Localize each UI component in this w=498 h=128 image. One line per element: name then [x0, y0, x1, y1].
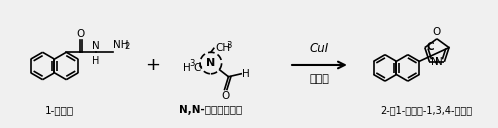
- Text: CuI: CuI: [310, 42, 329, 55]
- Text: H: H: [92, 56, 99, 66]
- Text: H: H: [183, 63, 191, 73]
- Text: CH: CH: [216, 43, 231, 53]
- Text: H: H: [242, 69, 250, 79]
- Text: C: C: [193, 63, 201, 73]
- Text: N: N: [435, 57, 442, 67]
- Text: 氧化剂: 氧化剂: [309, 74, 329, 84]
- Text: O: O: [77, 29, 85, 39]
- Text: N: N: [431, 57, 439, 67]
- Text: NH: NH: [113, 40, 129, 50]
- Text: C: C: [427, 42, 434, 52]
- Text: 2-（1-萘基）-1,3,4-噁二唑: 2-（1-萘基）-1,3,4-噁二唑: [380, 105, 472, 115]
- Text: N,N-二甲基甲酰胺: N,N-二甲基甲酰胺: [179, 105, 243, 115]
- Text: +: +: [144, 56, 160, 74]
- Text: N: N: [92, 41, 100, 51]
- Text: 3: 3: [227, 41, 232, 50]
- Text: 3: 3: [189, 59, 195, 68]
- Text: O: O: [433, 27, 441, 37]
- Text: N: N: [206, 58, 216, 68]
- Text: 2: 2: [124, 42, 129, 51]
- Text: O: O: [222, 91, 230, 101]
- Text: 1-萘酰肼: 1-萘酰肼: [45, 105, 74, 115]
